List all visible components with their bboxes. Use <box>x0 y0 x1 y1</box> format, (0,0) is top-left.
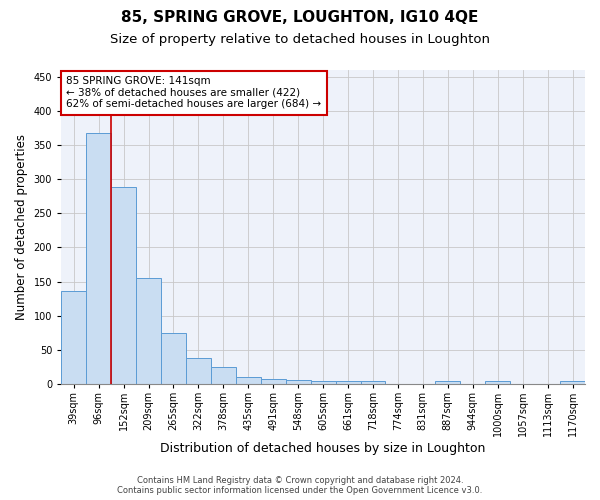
X-axis label: Distribution of detached houses by size in Loughton: Distribution of detached houses by size … <box>160 442 486 455</box>
Bar <box>111 186 136 384</box>
Bar <box>86 134 111 384</box>
Bar <box>311 382 335 384</box>
Bar <box>485 382 510 384</box>
Bar <box>136 278 161 384</box>
Bar <box>211 367 236 384</box>
Bar <box>261 378 286 384</box>
Bar <box>361 382 385 384</box>
Y-axis label: Number of detached properties: Number of detached properties <box>15 134 28 320</box>
Bar <box>161 333 186 384</box>
Bar <box>61 291 86 384</box>
Text: 85 SPRING GROVE: 141sqm
← 38% of detached houses are smaller (422)
62% of semi-d: 85 SPRING GROVE: 141sqm ← 38% of detache… <box>67 76 322 110</box>
Bar <box>186 358 211 384</box>
Text: Size of property relative to detached houses in Loughton: Size of property relative to detached ho… <box>110 32 490 46</box>
Bar <box>436 382 460 384</box>
Bar <box>286 380 311 384</box>
Bar <box>560 382 585 384</box>
Text: 85, SPRING GROVE, LOUGHTON, IG10 4QE: 85, SPRING GROVE, LOUGHTON, IG10 4QE <box>121 10 479 25</box>
Bar <box>335 382 361 384</box>
Bar <box>236 377 261 384</box>
Text: Contains HM Land Registry data © Crown copyright and database right 2024.
Contai: Contains HM Land Registry data © Crown c… <box>118 476 482 495</box>
